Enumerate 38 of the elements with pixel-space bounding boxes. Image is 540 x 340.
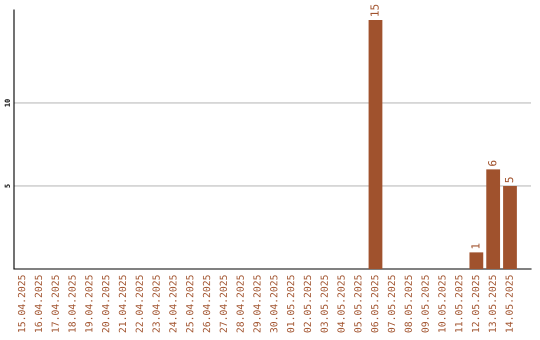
- x-tick-label: 17.04.2025: [52, 275, 59, 332]
- x-tick-label: 21.04.2025: [118, 275, 126, 332]
- x-tick-label: 13.05.2025: [488, 275, 496, 332]
- x-tick-label: 29.04.2025: [253, 275, 261, 332]
- x-tick-label: 01.05.2025: [286, 275, 294, 332]
- x-tick-label: 06.05.2025: [370, 275, 378, 332]
- x-tick-label: 05.05.2025: [354, 275, 362, 332]
- x-tick-label: 28.04.2025: [236, 275, 244, 332]
- x-tick-label: 03.05.2025: [320, 275, 328, 332]
- x-tick-label: 15.04.2025: [18, 275, 26, 332]
- x-tick-label: 26.04.2025: [202, 275, 210, 332]
- x-tick-label: 10.05.2025: [438, 275, 446, 332]
- data-label: 5: [504, 177, 514, 182]
- x-tick-label: 04.05.2025: [337, 275, 345, 332]
- data-label: 1: [471, 244, 480, 248]
- x-tick-label: 09.05.2025: [421, 275, 429, 332]
- x-tick-label: 25.04.2025: [186, 275, 194, 332]
- bar: [486, 169, 500, 269]
- x-tick-label: 14.05.2025: [505, 275, 513, 332]
- data-label: 15: [370, 4, 379, 16]
- x-tick-label: 16.04.2025: [34, 275, 42, 332]
- x-tick-label: 18.04.2025: [68, 275, 76, 332]
- bar: [368, 20, 382, 269]
- x-tick-label: 23.04.2025: [152, 275, 160, 332]
- data-label: 6: [488, 160, 496, 166]
- x-tick-label: 30.04.2025: [270, 275, 278, 332]
- bar: [503, 186, 517, 269]
- x-tick-label: 24.04.2025: [169, 275, 177, 332]
- x-tick-label: 20.04.2025: [102, 275, 110, 332]
- x-tick-label: 27.04.2025: [220, 275, 228, 332]
- x-tick-label: 19.04.2025: [85, 275, 93, 332]
- x-tick-label: 11.05.2025: [455, 275, 462, 332]
- x-tick-label: 02.05.2025: [304, 275, 312, 332]
- x-tick-label: 07.05.2025: [388, 275, 396, 332]
- x-tick-label: 22.04.2025: [136, 275, 143, 332]
- x-tick-label: 12.05.2025: [472, 275, 480, 332]
- bar: [469, 252, 484, 269]
- x-tick-label: 08.05.2025: [404, 275, 412, 332]
